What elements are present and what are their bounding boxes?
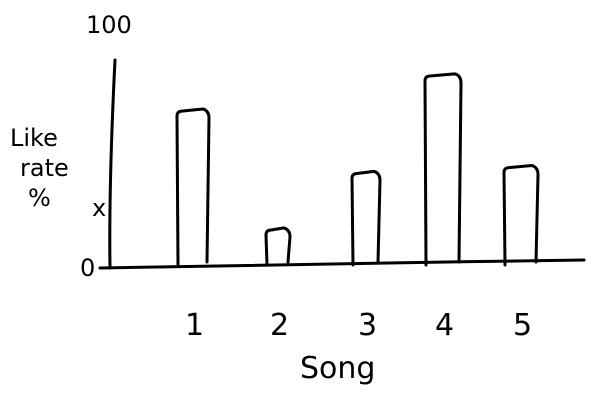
- x-axis-title: Song: [300, 351, 375, 386]
- x-tick-label: 5: [513, 308, 532, 343]
- x-tick-label: 1: [185, 308, 204, 343]
- bar-song-3: [350, 169, 382, 267]
- y-tick-label-x: x: [92, 194, 106, 222]
- x-tick-label: 2: [270, 308, 289, 343]
- y-axis-title-line-3: %: [28, 184, 51, 212]
- y-axis-title-line-2: rate: [20, 154, 69, 182]
- bar-song-5: [502, 164, 540, 267]
- y-tick-label-top: 100: [86, 11, 132, 39]
- y-axis-title-line-1: Like: [10, 124, 58, 152]
- x-tick-labels: 1 2 3 4 5: [185, 308, 532, 343]
- x-tick-label: 4: [435, 308, 454, 343]
- bar-song-2: [264, 226, 292, 267]
- bar-song-4: [423, 72, 463, 267]
- x-tick-label: 3: [358, 308, 377, 343]
- y-axis-line: [108, 58, 117, 270]
- y-tick-label-zero: 0: [80, 254, 95, 282]
- x-axis-line: [98, 258, 586, 270]
- bar-series: [175, 72, 540, 267]
- bar-song-1: [175, 107, 211, 267]
